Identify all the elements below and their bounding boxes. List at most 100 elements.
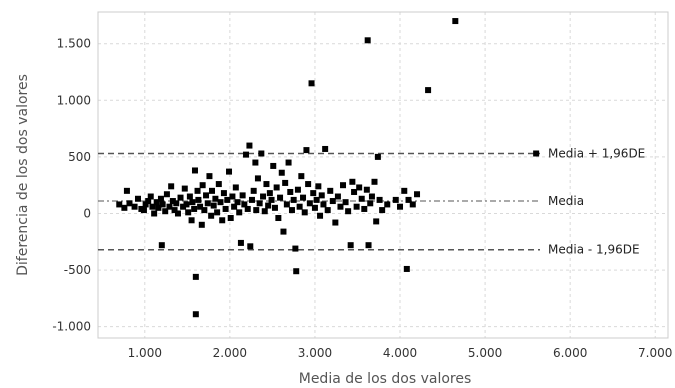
data-point (222, 205, 229, 212)
data-point (237, 239, 244, 246)
data-point (327, 187, 334, 194)
y-tick-label: -500 (64, 263, 91, 277)
data-point (300, 194, 307, 201)
x-tick-label: 5.000 (468, 346, 502, 360)
data-point (149, 203, 156, 210)
data-point (340, 182, 347, 189)
x-tick-label: 6.000 (553, 346, 587, 360)
data-point (214, 209, 221, 216)
data-point (358, 195, 365, 202)
data-point (204, 200, 211, 207)
data-point (123, 187, 130, 194)
data-points (116, 18, 540, 318)
data-point (318, 192, 325, 199)
data-point (140, 207, 147, 214)
data-point (409, 201, 416, 208)
data-point (197, 203, 204, 210)
x-tick-labels: 1.000 2.000 3.000 4.000 5.000 6.000 7.000 (128, 346, 673, 360)
data-point (287, 188, 294, 195)
y-tick-label: 1.500 (57, 37, 91, 51)
data-point (194, 187, 201, 194)
data-point (209, 187, 215, 194)
data-point (283, 201, 290, 208)
data-point (195, 196, 202, 203)
data-point (239, 192, 246, 199)
data-point (229, 193, 236, 200)
data-point (134, 195, 141, 202)
data-point (371, 178, 378, 185)
data-point (231, 203, 238, 210)
data-point (298, 173, 305, 180)
data-point (186, 193, 193, 200)
data-point (260, 193, 267, 200)
data-point (171, 207, 178, 214)
y-tick-label: -1.000 (52, 320, 91, 334)
data-point (305, 181, 312, 188)
x-axis-label: Media de los dos valores (299, 371, 472, 387)
data-point (241, 201, 248, 208)
data-point (296, 203, 303, 210)
data-point (270, 162, 277, 169)
data-point (290, 196, 297, 203)
data-point (361, 205, 368, 212)
data-point (282, 179, 289, 186)
data-point (278, 169, 285, 176)
data-point (364, 37, 371, 44)
data-point (201, 207, 208, 214)
data-point (347, 242, 354, 249)
data-point (215, 181, 222, 188)
data-point (363, 186, 370, 193)
data-point (220, 190, 227, 197)
data-point (293, 268, 300, 275)
reference-line-label-1: Media (548, 194, 584, 208)
data-point (273, 184, 280, 191)
data-point (345, 208, 352, 215)
data-point (376, 196, 383, 203)
data-point (116, 201, 123, 208)
data-point (285, 159, 292, 166)
data-point (217, 199, 224, 206)
data-point (277, 194, 284, 201)
data-point (180, 203, 187, 210)
data-point (244, 205, 251, 212)
y-tick-labels: -1.000 -500 0 500 1.000 1.500 (52, 37, 91, 334)
data-point (329, 198, 336, 205)
data-point (145, 198, 152, 205)
data-point (337, 203, 344, 210)
data-point (368, 193, 375, 200)
data-point (342, 199, 349, 206)
data-point (533, 150, 540, 157)
data-point (174, 210, 181, 217)
data-point (226, 168, 233, 175)
data-point (414, 191, 421, 198)
data-point (405, 196, 412, 203)
data-point (189, 199, 196, 206)
x-tick-label: 2.000 (213, 346, 247, 360)
data-point (162, 208, 169, 215)
data-point (151, 210, 158, 217)
y-tick-label: 1.000 (57, 93, 91, 107)
data-point (271, 204, 278, 211)
data-point (203, 192, 210, 199)
data-point (403, 265, 410, 272)
data-point (324, 207, 331, 214)
data-point (224, 196, 231, 203)
data-point (121, 204, 128, 211)
data-point (311, 204, 318, 211)
data-point (169, 198, 176, 205)
data-point (181, 185, 188, 192)
x-tick-label: 4.000 (383, 346, 417, 360)
data-point (185, 209, 192, 216)
data-point (198, 221, 205, 228)
data-point (253, 207, 260, 214)
y-tick-label: 500 (68, 150, 91, 164)
data-point (322, 145, 329, 152)
data-point (258, 150, 265, 157)
data-point (308, 80, 315, 87)
data-point (288, 207, 295, 214)
data-point (158, 242, 165, 249)
data-point (373, 218, 380, 225)
data-point (232, 184, 239, 191)
data-point (191, 167, 198, 174)
